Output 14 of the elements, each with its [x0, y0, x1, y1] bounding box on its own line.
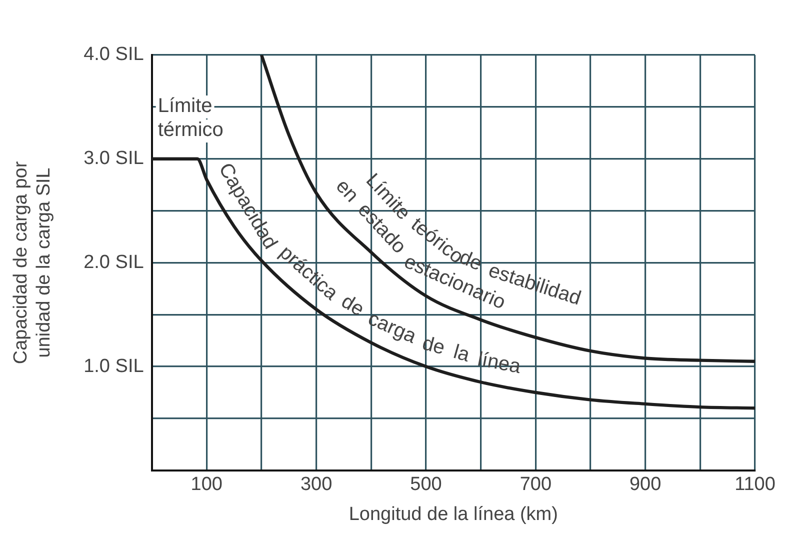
x-tick-label: 900: [629, 474, 662, 496]
x-tick-label: 1100: [734, 474, 776, 496]
y-tick-label: 4.0 SIL: [84, 44, 144, 66]
x-tick-label: 100: [190, 474, 222, 496]
x-axis-title: Longitud de la línea (km): [348, 504, 558, 525]
y-tick-label: 2.0 SIL: [84, 252, 144, 273]
x-tick-label: 500: [410, 474, 442, 496]
annotation: Límite térmico: [158, 95, 224, 142]
x-tick-label: 700: [520, 474, 552, 496]
y-axis-title: Capacidad de carga por unidad de la carga SIL: [10, 160, 54, 364]
y-tick-label: 3.0 SIL: [84, 148, 144, 170]
y-tick-label: 1.0 SIL: [84, 356, 144, 377]
x-tick-label: 300: [300, 474, 332, 496]
line-series: [152, 157, 755, 410]
